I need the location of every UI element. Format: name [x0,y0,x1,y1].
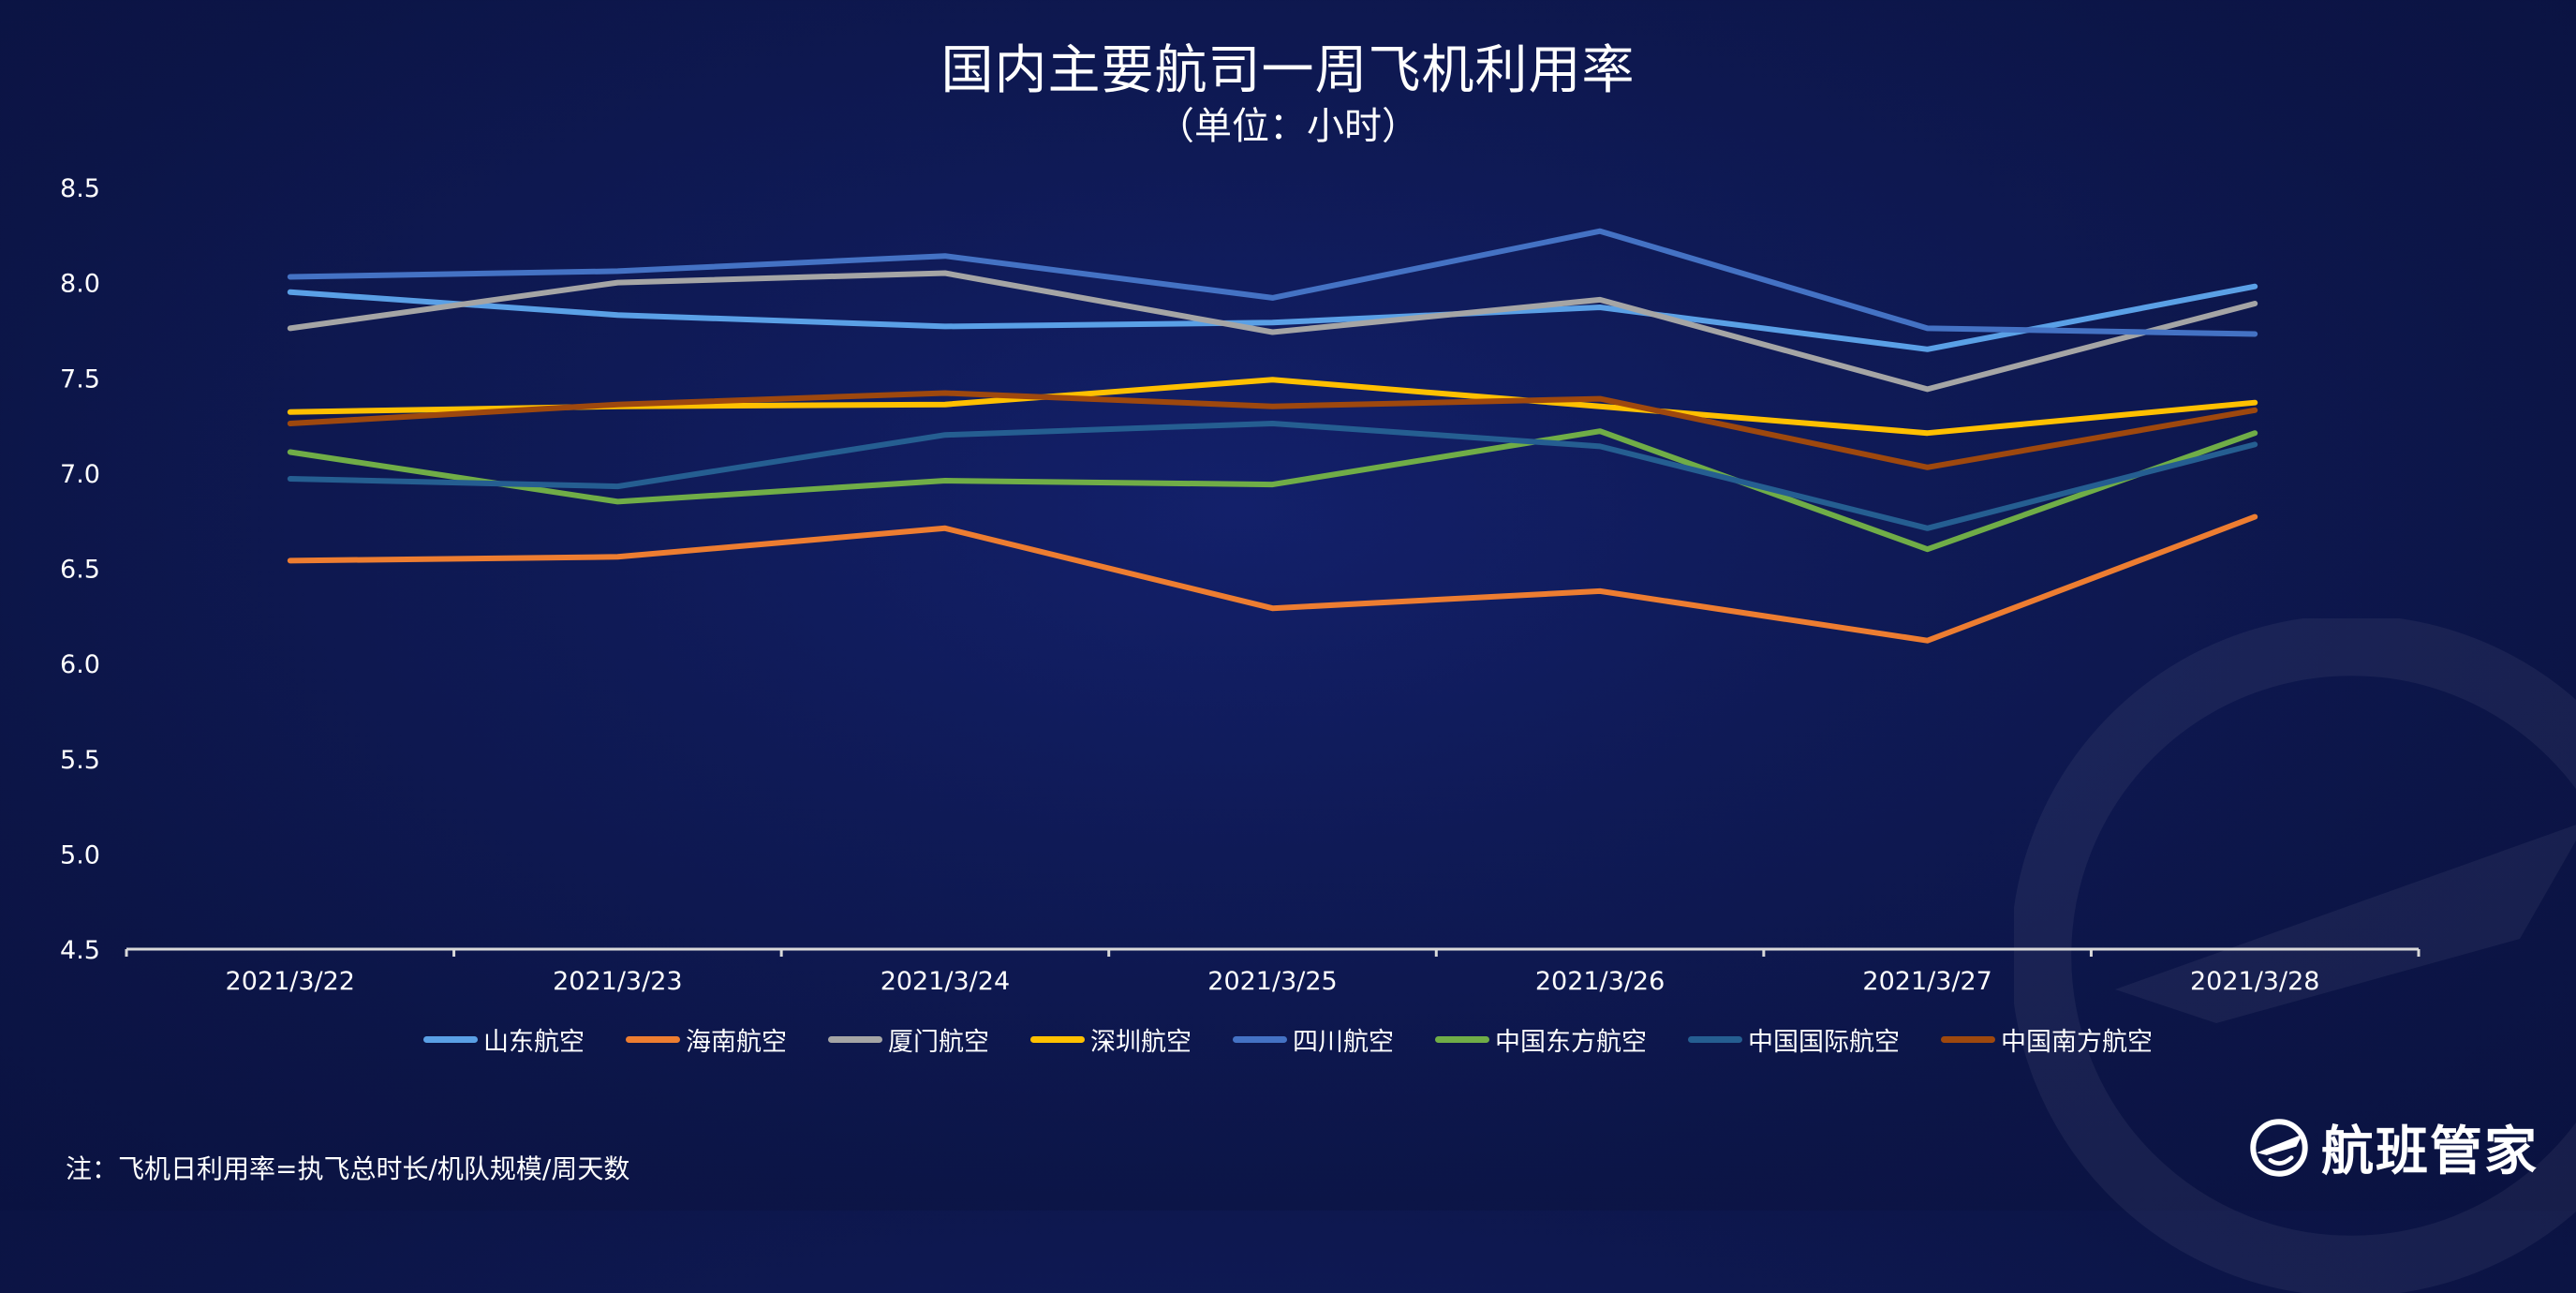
legend-swatch [423,1036,478,1043]
y-tick-label: 5.5 [60,746,100,775]
legend-item: 中国东方航空 [1435,1021,1647,1058]
airplane-globe-logo-icon [2250,1118,2308,1177]
y-tick-label: 7.0 [60,460,100,489]
brand-name: 航班管家 [2321,1122,2539,1182]
legend-label: 中国东方航空 [1495,1028,1647,1057]
chart-legend: 山东航空 海南航空 厦门航空 深圳航空 四川航空 中国东方航空 中国国际航空 中国南方航空 [0,1021,2576,1058]
series-line-2 [287,513,2258,644]
legend-swatch [626,1036,680,1043]
series-line-7 [287,421,2258,531]
x-tick-label: 2021/3/27 [1862,967,1991,996]
chart-subtitle: （单位：小时） [1157,105,1419,148]
y-tick-label: 8.5 [60,174,100,203]
footnote: 注：飞机日利用率=执飞总时长/机队规模/周天数 [66,1153,630,1184]
line-chart: 8.5 8.0 7.5 7.0 6.5 6.0 5.5 5.0 4.5 2021/3/22 2021… [60,174,2421,996]
x-tick-label: 2021/3/26 [1535,967,1665,996]
legend-item: 中国国际航空 [1688,1021,1900,1058]
legend-label: 山东航空 [483,1028,585,1057]
legend-swatch [1030,1036,1085,1043]
chart-title: 国内主要航司一周飞机利用率 [940,40,1636,101]
series-line-3 [287,270,2258,393]
legend-label: 海南航空 [686,1028,787,1057]
x-tick-label: 2021/3/25 [1207,967,1337,996]
legend-item: 四川航空 [1233,1021,1394,1058]
x-tick-label: 2021/3/28 [2190,967,2319,996]
series-line-5 [287,228,2258,337]
legend-item: 海南航空 [626,1021,787,1058]
series-line-8 [287,390,2258,470]
legend-item: 厦门航空 [828,1021,989,1058]
legend-item: 山东航空 [423,1021,585,1058]
x-tick-label: 2021/3/22 [226,967,355,996]
legend-swatch [1435,1036,1489,1043]
legend-label: 中国南方航空 [2001,1028,2153,1057]
legend-item: 中国南方航空 [1941,1021,2153,1058]
series-line-6 [287,428,2258,553]
y-tick-label: 7.5 [60,364,100,394]
y-tick-label: 4.5 [60,936,100,965]
legend-item: 深圳航空 [1030,1021,1192,1058]
legend-label: 中国国际航空 [1748,1028,1900,1057]
x-tick-label: 2021/3/23 [553,967,682,996]
brand-logo: 航班管家 [2248,1109,2539,1185]
y-tick-label: 5.0 [60,840,100,869]
legend-label: 厦门航空 [888,1028,989,1057]
legend-swatch [828,1036,882,1043]
y-tick-label: 8.0 [60,270,100,299]
legend-label: 四川航空 [1293,1028,1394,1057]
series-line-1 [287,283,2258,352]
chart-page: 国内主要航司一周飞机利用率 （单位：小时） 8.5 8.0 7.5 7.0 6.5 6.0… [0,40,2576,1185]
y-tick-label: 6.5 [60,556,100,585]
legend-swatch [1688,1036,1742,1043]
legend-swatch [1233,1036,1287,1043]
y-tick-label: 6.0 [60,650,100,679]
legend-swatch [1941,1036,1995,1043]
legend-label: 深圳航空 [1090,1028,1192,1057]
x-tick-label: 2021/3/24 [881,967,1010,996]
